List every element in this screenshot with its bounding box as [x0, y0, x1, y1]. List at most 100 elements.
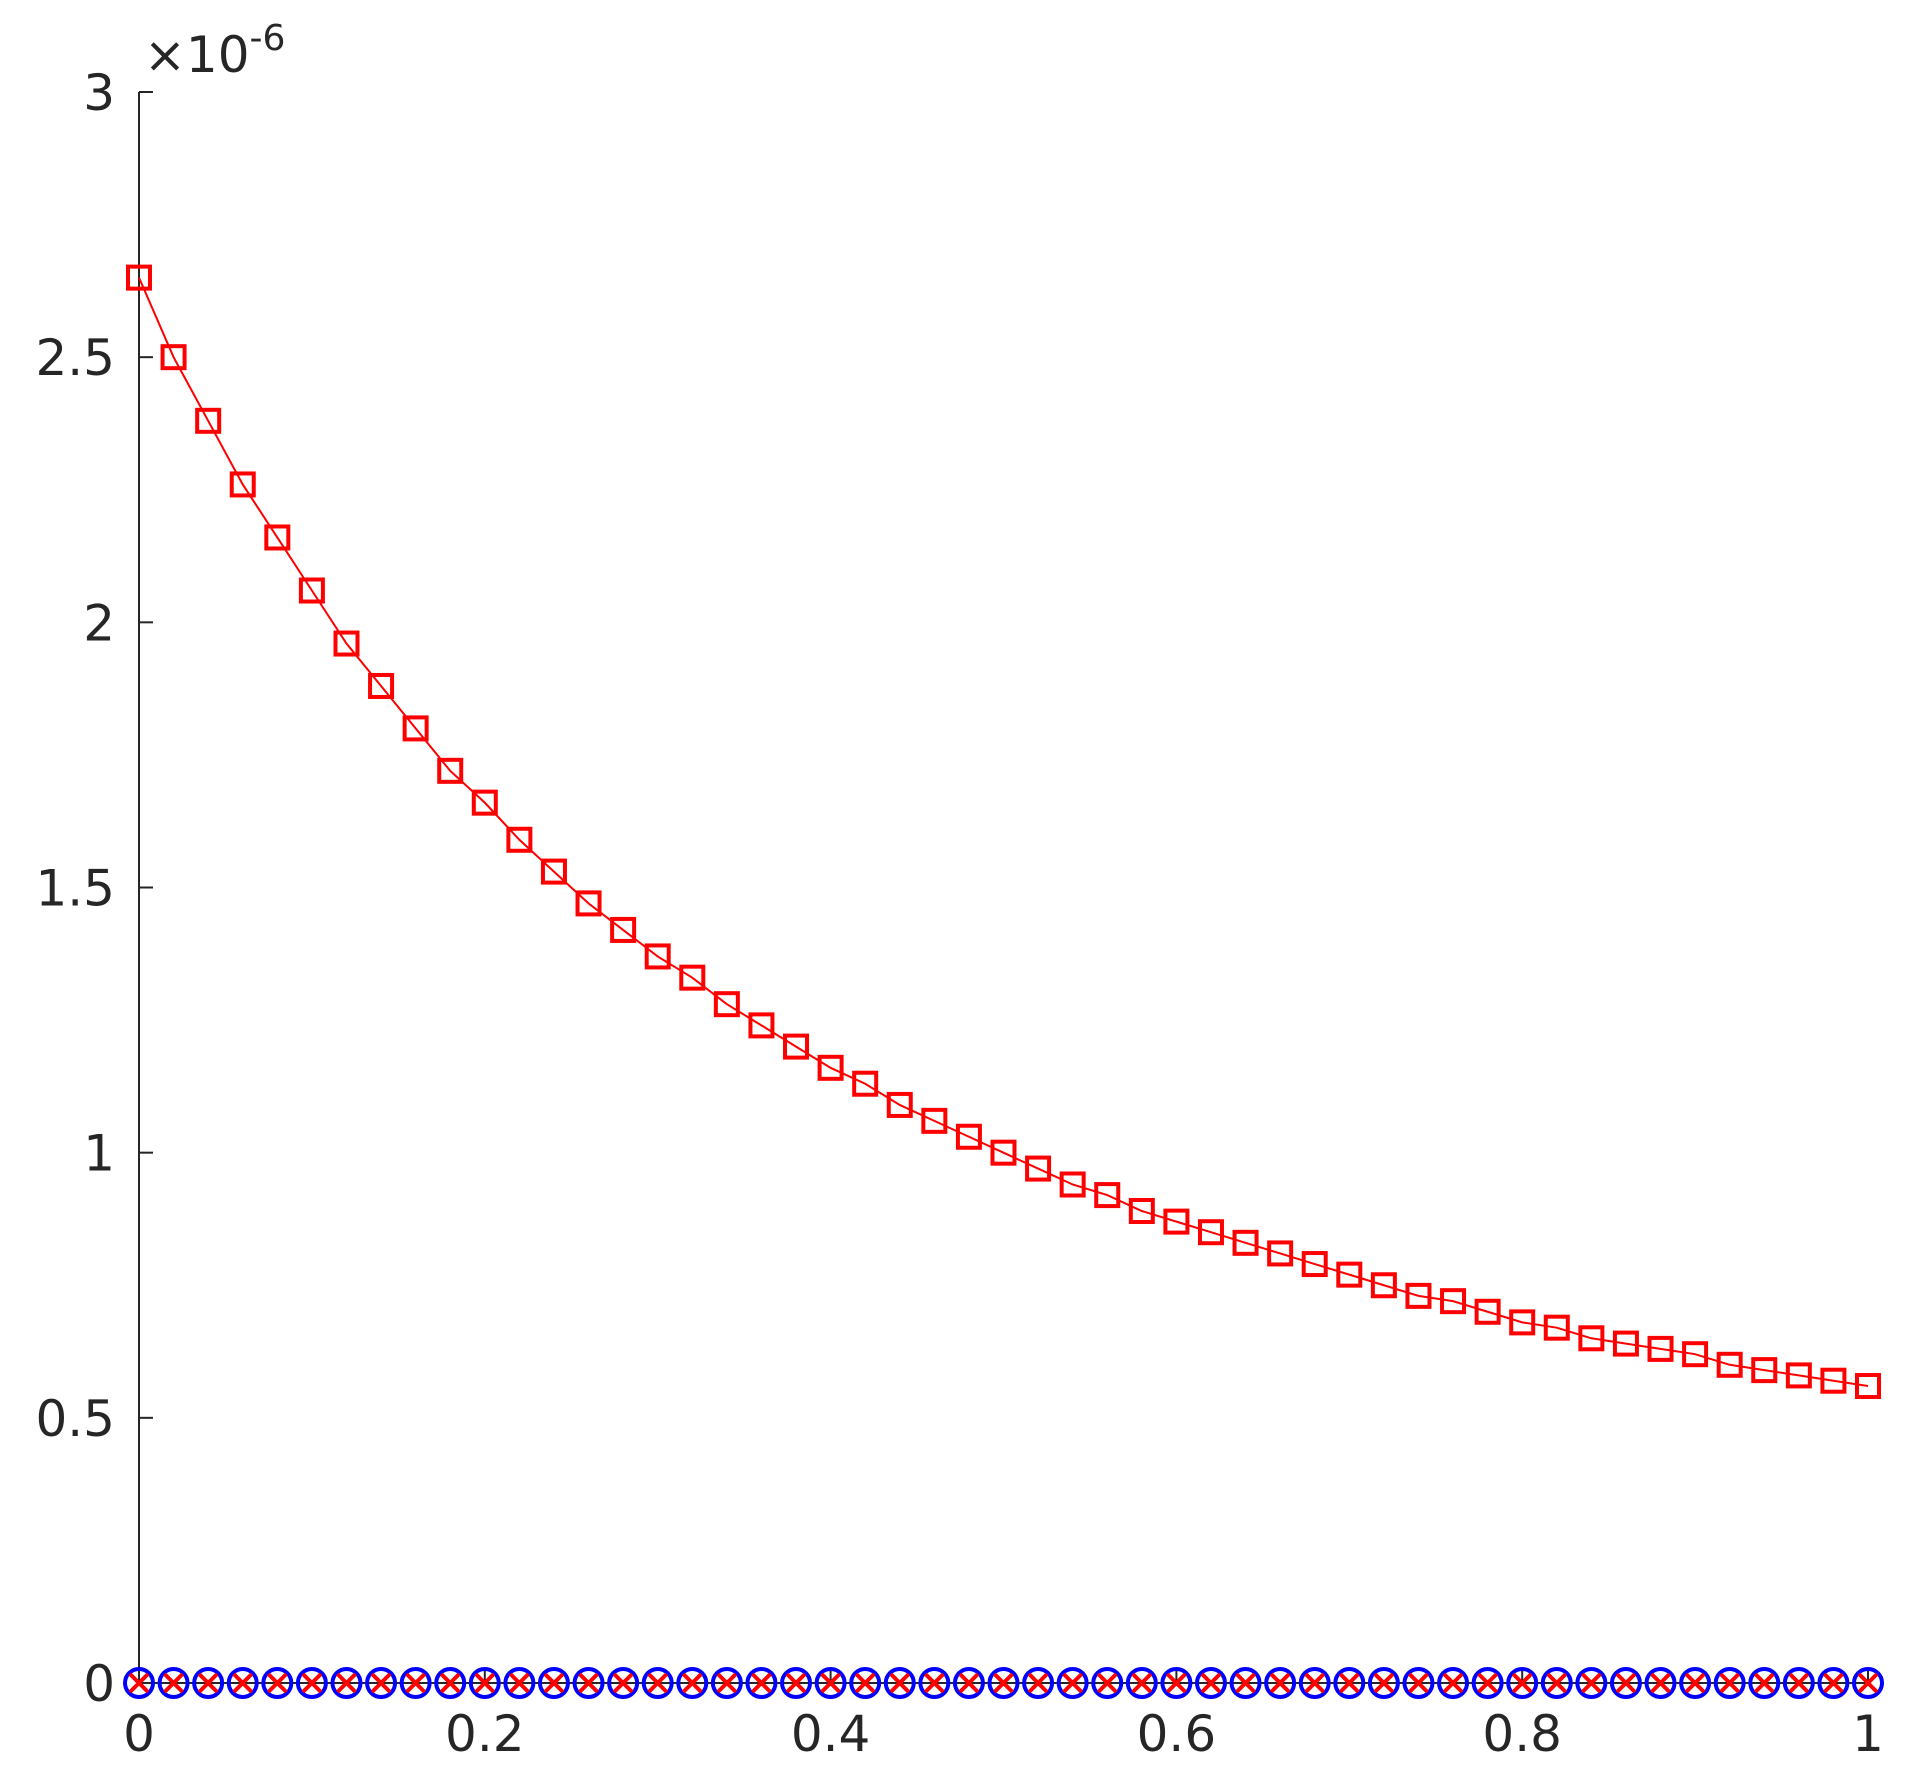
- circle-marker: [710, 1667, 743, 1699]
- square-marker: [679, 964, 706, 991]
- square-marker: [1785, 1362, 1812, 1389]
- square-marker: [1405, 1282, 1432, 1309]
- circle-marker: [1437, 1667, 1470, 1699]
- circle-marker: [157, 1667, 190, 1699]
- square-marker: [990, 1139, 1017, 1166]
- x-marker: [197, 1672, 219, 1694]
- square-marker: [1647, 1335, 1674, 1362]
- x-marker: [1442, 1672, 1464, 1694]
- x-marker: [647, 1672, 669, 1694]
- x-marker: [1269, 1672, 1291, 1694]
- x-marker: [578, 1672, 599, 1694]
- circle-marker: [572, 1667, 605, 1699]
- square-marker: [126, 264, 152, 291]
- circle-marker: [814, 1667, 847, 1699]
- square-marker: [1163, 1208, 1190, 1235]
- circle-marker: [468, 1667, 501, 1699]
- square-marker: [644, 943, 671, 970]
- circle-marker: [123, 1667, 155, 1699]
- circle-marker: [1644, 1667, 1677, 1699]
- square-marker: [783, 1033, 810, 1060]
- circle-marker: [1852, 1667, 1884, 1699]
- circle-marker: [849, 1667, 882, 1699]
- x-marker: [1373, 1672, 1395, 1694]
- square-marker: [1578, 1325, 1605, 1352]
- circle-marker: [330, 1667, 363, 1699]
- circle-marker: [503, 1667, 536, 1699]
- x-marker: [1546, 1672, 1568, 1694]
- square-marker: [921, 1107, 948, 1134]
- x-marker: [508, 1672, 530, 1694]
- circle-marker: [1609, 1667, 1642, 1699]
- y-tick-label: 1: [83, 1125, 115, 1183]
- square-marker: [264, 524, 291, 551]
- x-marker: [1165, 1672, 1187, 1694]
- x-marker: [1235, 1672, 1256, 1694]
- x-tick-label: 0.4: [791, 1705, 871, 1763]
- square-marker: [1855, 1373, 1881, 1400]
- circle-marker: [987, 1667, 1020, 1699]
- circle-marker: [952, 1667, 985, 1699]
- x-marker: [266, 1672, 288, 1694]
- square-marker: [1025, 1155, 1052, 1182]
- square-marker: [1094, 1182, 1121, 1209]
- x-marker: [370, 1672, 392, 1694]
- square-marker: [1509, 1309, 1536, 1336]
- square-marker: [1128, 1198, 1155, 1225]
- circle-marker: [434, 1667, 467, 1699]
- square-marker: [1336, 1261, 1363, 1288]
- circle-marker: [1679, 1667, 1712, 1699]
- x-marker: [232, 1672, 254, 1694]
- x-marker: [1823, 1672, 1844, 1694]
- x-marker: [1788, 1672, 1810, 1694]
- square-marker: [1301, 1251, 1328, 1278]
- x-marker: [1719, 1672, 1741, 1694]
- square-marker: [713, 991, 740, 1018]
- x-marker: [993, 1672, 1014, 1694]
- x-marker: [820, 1672, 842, 1694]
- circle-marker: [745, 1667, 778, 1699]
- circle-marker: [365, 1667, 398, 1699]
- x-marker: [1062, 1672, 1084, 1694]
- circle-marker: [780, 1667, 813, 1699]
- square-marker: [748, 1012, 775, 1039]
- square-marker: [195, 407, 222, 434]
- y-exponent: -6: [250, 18, 286, 59]
- circle-marker: [261, 1667, 294, 1699]
- y-tick-label: 0: [83, 1655, 115, 1713]
- square-marker: [1267, 1240, 1294, 1267]
- circle-marker: [607, 1667, 640, 1699]
- x-marker: [1511, 1672, 1533, 1694]
- square-marker: [1612, 1330, 1639, 1357]
- square-marker: [886, 1091, 913, 1118]
- x-marker: [681, 1672, 703, 1694]
- x-tick-label: 0: [123, 1705, 155, 1763]
- circle-marker: [192, 1667, 225, 1699]
- square-marker: [471, 789, 498, 816]
- circle-marker: [1540, 1667, 1573, 1699]
- x-marker: [1304, 1672, 1326, 1694]
- circle-marker: [1782, 1667, 1815, 1699]
- square-marker: [1370, 1272, 1397, 1299]
- square-marker: [1474, 1298, 1501, 1325]
- square-marker: [1232, 1229, 1259, 1256]
- x-tick-label: 0.6: [1137, 1705, 1217, 1763]
- square-marker: [955, 1123, 982, 1150]
- circle-marker: [1506, 1667, 1539, 1699]
- square-marker: [506, 826, 533, 853]
- x-marker: [1338, 1672, 1360, 1694]
- square-marker: [817, 1054, 844, 1081]
- circle-marker: [641, 1667, 674, 1699]
- y-tick-label: 3: [83, 64, 115, 122]
- series-line: [138, 277, 1869, 1387]
- circle-marker: [1160, 1667, 1193, 1699]
- circle-marker: [1022, 1667, 1055, 1699]
- x-marker: [1650, 1672, 1671, 1694]
- square-marker: [298, 577, 325, 604]
- x-marker: [716, 1672, 738, 1694]
- square-marker: [333, 630, 360, 657]
- x-marker: [301, 1672, 323, 1694]
- square-marker: [1543, 1314, 1570, 1341]
